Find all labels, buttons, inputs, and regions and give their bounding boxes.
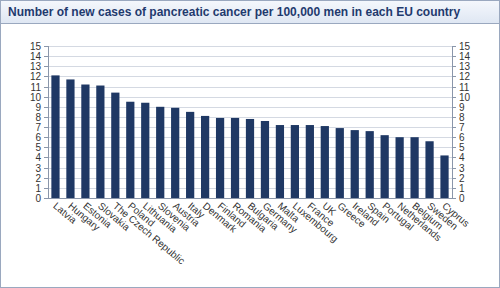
grid-line: [48, 97, 452, 98]
title-bar: [1, 1, 499, 23]
bar: [216, 118, 224, 198]
y-tick-label: 5: [35, 142, 41, 153]
grid-line: [48, 76, 452, 77]
y2-tick-label: 11: [459, 82, 470, 93]
y2-tick-label: 4: [459, 152, 465, 163]
y-tick-label: 4: [35, 152, 41, 163]
y2-tick-label: 9: [459, 102, 465, 113]
y-tick-label: 11: [31, 82, 42, 93]
bar: [201, 116, 209, 198]
bar: [291, 125, 299, 198]
y-tick-label: 10: [30, 92, 42, 103]
y-axis-left: [48, 46, 49, 198]
tick-left: [44, 127, 48, 128]
bar: [51, 75, 59, 198]
y-tick-label: 15: [30, 41, 42, 52]
tick-left: [44, 66, 48, 67]
tick-left: [44, 147, 48, 148]
bar: [321, 126, 329, 198]
chart: Number of new cases of pancreatic cancer…: [0, 0, 500, 288]
y-tick-label: 14: [30, 51, 42, 62]
tick-left: [44, 157, 48, 158]
y-tick-label: 12: [30, 71, 42, 82]
tick-left: [44, 97, 48, 98]
bar: [111, 93, 119, 198]
y-tick-label: 3: [35, 163, 41, 174]
x-tick-label: UK: [321, 200, 339, 218]
bar: [96, 86, 104, 198]
tick-left: [44, 56, 48, 57]
y2-tick-label: 0: [459, 193, 465, 204]
bar: [440, 155, 448, 198]
y2-tick-label: 15: [459, 41, 471, 52]
bar: [366, 131, 374, 198]
bar: [351, 130, 359, 198]
grid-line: [48, 198, 452, 199]
grid-line: [48, 87, 452, 88]
y2-tick-label: 7: [459, 122, 465, 133]
y-tick-label: 8: [35, 112, 41, 123]
y-axis-right: [452, 46, 453, 198]
y2-tick-label: 10: [459, 92, 471, 103]
tick-left: [44, 87, 48, 88]
bar: [81, 85, 89, 198]
x-axis: [48, 198, 452, 199]
y2-tick-label: 2: [459, 173, 465, 184]
grid-line: [48, 107, 452, 108]
y-tick-label: 9: [35, 102, 41, 113]
y-tick-label: 13: [30, 61, 42, 72]
y-tick-label: 2: [35, 173, 41, 184]
y-tick-label: 0: [35, 193, 41, 204]
bar: [246, 119, 254, 198]
grid-line: [48, 66, 452, 67]
bar: [425, 141, 433, 198]
tick-left: [44, 198, 48, 199]
tick-left: [44, 76, 48, 77]
tick-left: [44, 178, 48, 179]
grid-line: [48, 56, 452, 57]
tick-left: [44, 46, 48, 47]
bar: [171, 108, 179, 198]
bar: [381, 135, 389, 198]
grid-line: [48, 46, 452, 47]
tick-left: [44, 137, 48, 138]
y2-tick-label: 12: [459, 71, 471, 82]
grid-line: [48, 117, 452, 118]
bar: [66, 79, 74, 198]
bars: [51, 75, 448, 198]
title: Number of new cases of pancreatic cancer…: [8, 5, 461, 19]
bar: [231, 118, 239, 198]
bar: [276, 125, 284, 198]
tick-left: [44, 107, 48, 108]
bar: [126, 102, 134, 198]
tick-left: [44, 168, 48, 169]
y2-tick-label: 13: [459, 61, 471, 72]
y2-tick-label: 1: [459, 183, 465, 194]
tick-left: [44, 117, 48, 118]
y2-tick-label: 14: [459, 51, 471, 62]
bar: [261, 121, 269, 198]
tick-right: [452, 198, 456, 199]
y2-tick-label: 5: [459, 142, 465, 153]
y-tick-label: 1: [35, 183, 41, 194]
title-rule: [1, 23, 499, 24]
bar: [336, 128, 344, 198]
bar: [306, 125, 314, 198]
y-tick-label: 7: [35, 122, 41, 133]
chart-frame: [1, 1, 500, 288]
y-tick-label: 6: [35, 132, 41, 143]
bar: [410, 137, 418, 198]
y2-tick-label: 6: [459, 132, 465, 143]
x-tick-label: Luxembourg: [291, 200, 341, 244]
x-tick-label: Cyprus: [440, 200, 471, 229]
bar: [141, 103, 149, 198]
y2-tick-label: 3: [459, 163, 465, 174]
bar: [186, 112, 194, 198]
y2-tick-label: 8: [459, 112, 465, 123]
bar: [156, 107, 164, 198]
bar: [396, 137, 404, 198]
tick-left: [44, 188, 48, 189]
